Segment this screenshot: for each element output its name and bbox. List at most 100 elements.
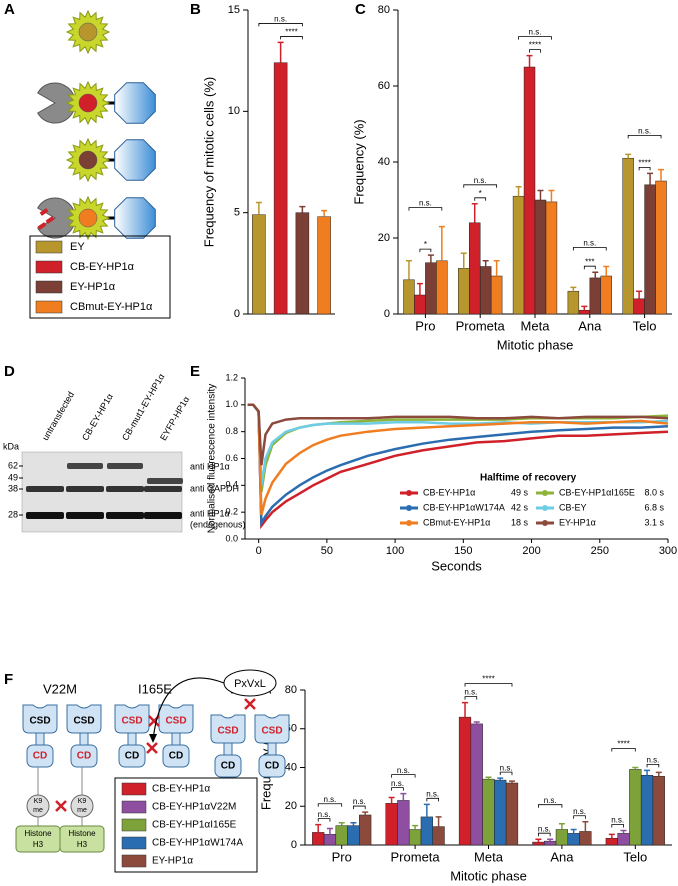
- y-axis-label: Frequency (%): [351, 119, 366, 204]
- error-bar: [326, 827, 333, 835]
- significance-bracket: [646, 764, 660, 768]
- bar: [644, 184, 656, 315]
- legend-dot: [542, 520, 548, 526]
- hinge: [171, 732, 181, 746]
- y-tick-label: 80: [378, 4, 390, 16]
- error-bar: [412, 824, 419, 830]
- hp1-domain: [114, 139, 156, 181]
- x-tick-label: Ana: [550, 849, 574, 864]
- bar: [323, 834, 337, 846]
- legend-box: [29, 235, 171, 319]
- significance-label: n.s.: [318, 810, 331, 819]
- y-tick-label: 5: [234, 207, 240, 219]
- bar: [567, 833, 580, 846]
- band-label: (endogenous): [190, 519, 246, 529]
- y-tick-label: 0.8: [225, 426, 238, 436]
- error-bar: [581, 305, 588, 311]
- domain-label: CSD: [165, 716, 186, 727]
- y-tick-label: 1.0: [225, 399, 238, 409]
- significance-label: n.s.: [529, 28, 542, 37]
- legend-swatch: [121, 782, 147, 796]
- recovery-curve: [247, 403, 669, 528]
- error-bar: [462, 701, 469, 718]
- bar: [567, 290, 580, 315]
- significance-label: n.s.: [426, 789, 439, 798]
- x-tick-label: 50: [321, 545, 333, 557]
- significance-label: n.s.: [544, 796, 557, 805]
- significance-bracket: [353, 805, 366, 810]
- error-bar: [405, 260, 412, 280]
- domain-label: CSD: [217, 726, 238, 737]
- error-bar: [338, 821, 345, 826]
- bar: [359, 814, 372, 846]
- csd-domain: [254, 714, 290, 744]
- bar: [652, 775, 665, 846]
- significance-bracket: [408, 207, 443, 211]
- legend-label: CBmut-EY-HP1α: [70, 301, 153, 313]
- error-bar: [644, 769, 651, 776]
- cd-domain: [214, 754, 242, 778]
- x-axis-label: Mitotic phase: [497, 337, 574, 352]
- band: [66, 486, 104, 492]
- band: [144, 512, 182, 519]
- error-bar: [508, 780, 515, 783]
- significance-label: ****: [638, 159, 650, 168]
- significance-bracket: [573, 815, 586, 819]
- lane-label: untransfected: [40, 390, 76, 442]
- x-axis-label: Seconds: [431, 558, 482, 573]
- band: [26, 486, 64, 492]
- significance-bracket: [426, 797, 439, 802]
- x-tick-label: Telo: [633, 318, 657, 333]
- domain-label: CD: [33, 751, 47, 762]
- bar: [640, 775, 654, 846]
- error-bar: [485, 776, 492, 780]
- bar: [544, 840, 557, 846]
- legend-dot: [406, 490, 412, 496]
- legend-dot: [542, 505, 548, 511]
- bar: [385, 803, 398, 846]
- error-bar: [535, 838, 542, 843]
- mutation-label: V22M: [43, 681, 77, 696]
- lane-label: CB-EY-HP1α: [80, 392, 115, 442]
- significance-bracket: [317, 803, 343, 807]
- mark-label: me: [77, 807, 87, 814]
- hp1-domain: [114, 197, 156, 239]
- bar: [295, 212, 310, 315]
- legend-bg: [394, 469, 656, 531]
- bar: [397, 800, 410, 846]
- significance-label: n.s.: [538, 824, 551, 833]
- significance-bracket: [499, 771, 513, 776]
- disruption-mark: [146, 742, 158, 754]
- arrow: [152, 677, 225, 741]
- legend-box: [114, 777, 258, 873]
- bar: [534, 199, 547, 315]
- significance-bracket: [627, 135, 662, 139]
- error-bar: [537, 189, 544, 200]
- bar: [617, 833, 630, 846]
- error-bar: [255, 201, 262, 215]
- legend-label: CBmut-EY-HP1α: [423, 517, 490, 527]
- bar: [579, 831, 592, 846]
- bar: [335, 825, 348, 846]
- x-tick-label: Prometa: [456, 318, 506, 333]
- x-tick-label: 300: [659, 545, 677, 557]
- legend-halftime: 49 s: [511, 487, 529, 497]
- significance-label: n.s.: [646, 756, 659, 765]
- significance-label: n.s.: [464, 688, 477, 697]
- bar: [523, 66, 536, 315]
- significance-label: n.s.: [397, 766, 410, 775]
- legend-label: EY: [70, 241, 85, 253]
- bar: [589, 277, 602, 315]
- legend-label: EY-HP1α: [70, 281, 116, 293]
- legend-label: CB-EY-HP1α: [152, 784, 210, 795]
- legend-dot: [542, 490, 548, 496]
- mutation-mark: [39, 208, 49, 216]
- bar: [600, 275, 612, 315]
- histone-label: H3: [33, 840, 44, 849]
- bar: [605, 837, 618, 846]
- bar: [555, 829, 569, 846]
- error-bar: [515, 185, 522, 197]
- legend-swatch: [121, 818, 147, 832]
- error-bar: [582, 821, 589, 832]
